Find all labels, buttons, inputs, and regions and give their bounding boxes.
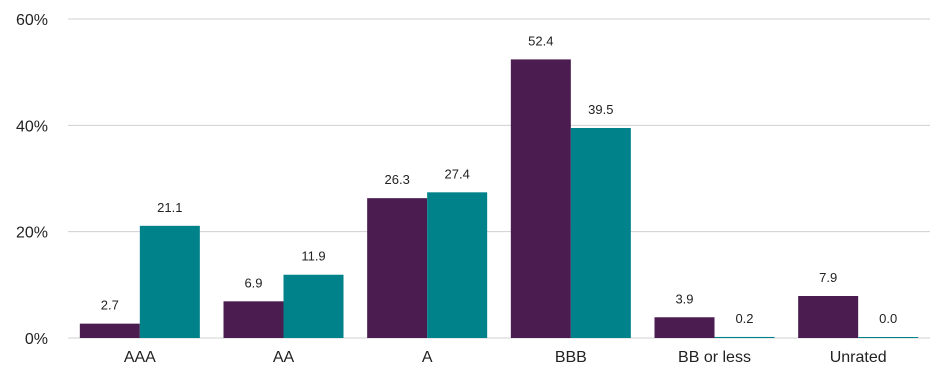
- data-label: 0.2: [735, 311, 753, 326]
- category-label: AA: [273, 349, 295, 366]
- data-label: 39.5: [588, 102, 613, 117]
- bar: [223, 301, 284, 338]
- bar: [798, 295, 859, 338]
- category-label: Unrated: [830, 349, 887, 366]
- bar: [427, 192, 488, 338]
- bar: [79, 323, 140, 338]
- data-label: 26.3: [385, 172, 410, 187]
- y-tick-label: 0%: [25, 331, 48, 348]
- data-labels: 2.7 21.1 6.9 11.9 26.3 27.4 52.4 39.5 3.9 0.2 7.9 0…: [101, 33, 897, 326]
- data-label: 11.9: [301, 249, 325, 264]
- y-axis-ticks: 0% 20% 40% 60%: [16, 12, 48, 348]
- bar: [510, 59, 571, 338]
- bar: [139, 225, 200, 338]
- data-label: 7.9: [819, 270, 837, 285]
- bars: [79, 59, 919, 338]
- data-label: 27.4: [445, 166, 470, 181]
- bar: [858, 337, 919, 338]
- category-label: A: [422, 349, 433, 366]
- y-tick-label: 60%: [16, 12, 48, 29]
- data-label: 2.7: [101, 298, 119, 313]
- data-label: 52.4: [528, 33, 553, 48]
- y-tick-label: 40%: [16, 118, 48, 135]
- bar: [570, 127, 631, 338]
- bar: [654, 317, 715, 338]
- gridlines: [68, 18, 930, 339]
- data-label: 6.9: [244, 275, 262, 290]
- data-label: 21.1: [157, 200, 182, 215]
- bar: [714, 336, 775, 338]
- data-label: 3.9: [675, 291, 693, 306]
- y-tick-label: 20%: [16, 225, 48, 242]
- data-label: 0.0: [879, 311, 897, 326]
- category-label: BB or less: [678, 349, 751, 366]
- bar: [367, 198, 428, 338]
- bar: [283, 274, 344, 338]
- category-label: AAA: [124, 349, 156, 366]
- x-axis-categories: AAA AA A BBB BB or less Unrated: [124, 349, 887, 366]
- category-label: BBB: [555, 349, 587, 366]
